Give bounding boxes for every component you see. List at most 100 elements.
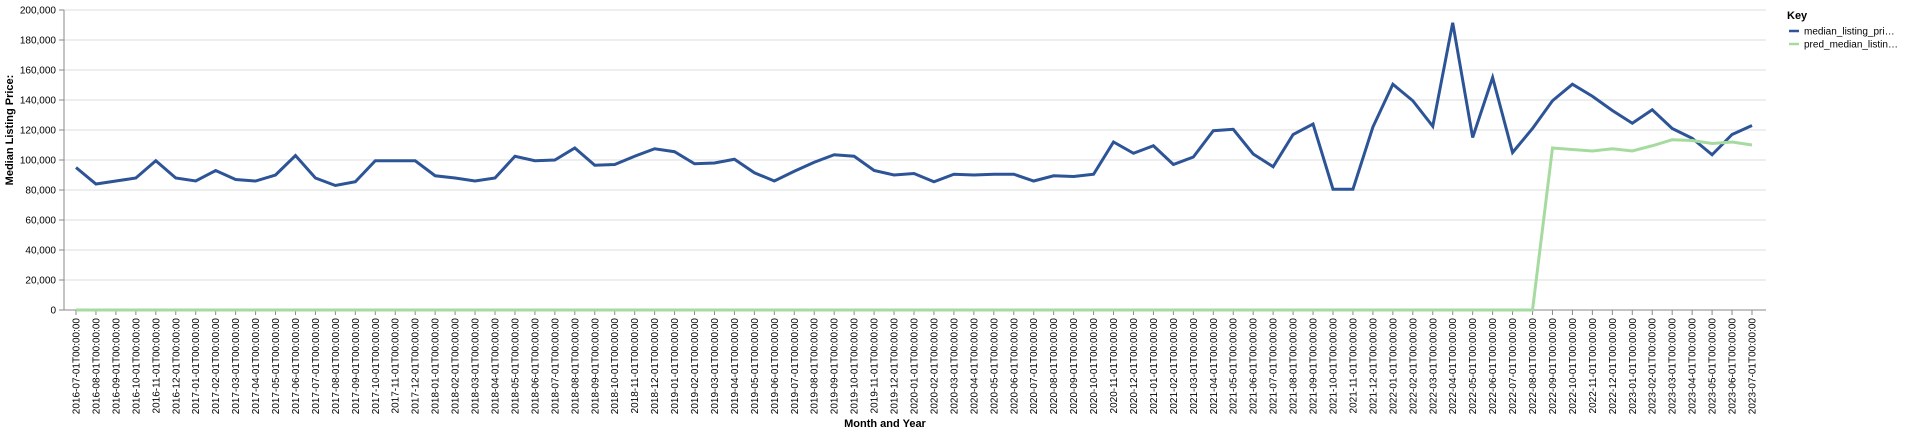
y-tick-label: 60,000 xyxy=(25,216,56,227)
x-tick-label: 2018-08-01T00:00:00 xyxy=(570,318,581,415)
x-tick-label: 2020-11-01T00:00:00 xyxy=(1109,318,1120,414)
x-tick-label: 2019-10-01T00:00:00 xyxy=(850,318,861,415)
legend-label: median_listing_pri… xyxy=(1804,27,1895,38)
y-axis-title: Median Listing Price: xyxy=(4,75,16,186)
x-tick-label: 2019-03-01T00:00:00 xyxy=(710,318,721,415)
x-tick-label: 2016-08-01T00:00:00 xyxy=(91,318,102,415)
x-tick-label: 2016-10-01T00:00:00 xyxy=(131,318,142,415)
y-tick-label: 120,000 xyxy=(20,126,57,137)
x-tick-label: 2020-08-01T00:00:00 xyxy=(1049,318,1060,415)
x-tick-label: 2017-03-01T00:00:00 xyxy=(231,318,242,415)
y-tick-label: 20,000 xyxy=(25,276,56,287)
x-tick-label: 2018-06-01T00:00:00 xyxy=(530,318,541,415)
x-tick-label: 2017-12-01T00:00:00 xyxy=(411,318,422,415)
x-tick-label: 2017-07-01T00:00:00 xyxy=(311,318,322,415)
x-tick-label: 2019-09-01T00:00:00 xyxy=(830,318,841,415)
x-tick-label: 2018-11-01T00:00:00 xyxy=(630,318,641,414)
x-tick-label: 2020-01-01T00:00:00 xyxy=(910,318,921,415)
x-tick-label: 2023-01-01T00:00:00 xyxy=(1628,318,1639,415)
x-tick-label: 2018-03-01T00:00:00 xyxy=(471,318,482,415)
y-tick-label: 100,000 xyxy=(20,156,57,167)
x-tick-label: 2018-05-01T00:00:00 xyxy=(510,318,521,415)
x-tick-label: 2023-06-01T00:00:00 xyxy=(1728,318,1739,415)
x-tick-label: 2017-11-01T00:00:00 xyxy=(391,318,402,414)
x-tick-label: 2018-07-01T00:00:00 xyxy=(550,318,561,415)
x-tick-label: 2020-04-01T00:00:00 xyxy=(969,318,980,415)
x-tick-label: 2022-07-01T00:00:00 xyxy=(1508,318,1519,415)
x-tick-label: 2020-06-01T00:00:00 xyxy=(1009,318,1020,415)
series-line xyxy=(75,22,1753,191)
x-tick-label: 2021-08-01T00:00:00 xyxy=(1289,318,1300,415)
x-tick-label: 2021-03-01T00:00:00 xyxy=(1189,318,1200,415)
legend-title: Key xyxy=(1787,10,1808,22)
x-tick-label: 2018-10-01T00:00:00 xyxy=(610,318,621,415)
x-tick-label: 2021-09-01T00:00:00 xyxy=(1309,318,1320,415)
x-tick-label: 2017-10-01T00:00:00 xyxy=(371,318,382,415)
y-tick-label: 140,000 xyxy=(20,96,57,107)
y-tick-label: 200,000 xyxy=(20,6,57,17)
x-tick-label: 2021-05-01T00:00:00 xyxy=(1229,318,1240,415)
x-tick-label: 2016-12-01T00:00:00 xyxy=(171,318,182,415)
x-tick-label: 2017-01-01T00:00:00 xyxy=(191,318,202,415)
x-tick-label: 2017-08-01T00:00:00 xyxy=(331,318,342,415)
y-tick-label: 0 xyxy=(50,306,56,317)
x-tick-label: 2022-11-01T00:00:00 xyxy=(1588,318,1599,414)
x-tick-label: 2021-10-01T00:00:00 xyxy=(1329,318,1340,415)
y-tick-label: 180,000 xyxy=(20,36,57,47)
x-tick-label: 2022-12-01T00:00:00 xyxy=(1608,318,1619,415)
x-tick-label: 2022-05-01T00:00:00 xyxy=(1468,318,1479,415)
x-tick-label: 2018-01-01T00:00:00 xyxy=(431,318,442,415)
x-tick-label: 2020-03-01T00:00:00 xyxy=(949,318,960,415)
x-tick-label: 2022-03-01T00:00:00 xyxy=(1428,318,1439,415)
x-tick-label: 2019-11-01T00:00:00 xyxy=(870,318,881,414)
y-tick-label: 160,000 xyxy=(20,66,57,77)
y-tick-label: 40,000 xyxy=(25,246,56,257)
x-tick-label: 2021-01-01T00:00:00 xyxy=(1149,318,1160,415)
x-tick-label: 2017-06-01T00:00:00 xyxy=(291,318,302,415)
x-tick-label: 2017-09-01T00:00:00 xyxy=(351,318,362,415)
x-tick-label: 2016-11-01T00:00:00 xyxy=(151,318,162,414)
x-tick-label: 2020-10-01T00:00:00 xyxy=(1089,318,1100,415)
x-tick-label: 2016-07-01T00:00:00 xyxy=(72,318,83,415)
x-tick-label: 2017-05-01T00:00:00 xyxy=(271,318,282,415)
x-tick-label: 2018-02-01T00:00:00 xyxy=(451,318,462,415)
x-axis-title: Month and Year xyxy=(844,418,926,430)
x-tick-label: 2022-06-01T00:00:00 xyxy=(1488,318,1499,415)
x-tick-label: 2022-10-01T00:00:00 xyxy=(1568,318,1579,415)
x-tick-label: 2023-07-01T00:00:00 xyxy=(1748,318,1759,415)
x-tick-label: 2023-02-01T00:00:00 xyxy=(1648,318,1659,415)
x-tick-label: 2019-06-01T00:00:00 xyxy=(770,318,781,415)
x-tick-label: 2021-07-01T00:00:00 xyxy=(1269,318,1280,415)
x-tick-label: 2020-05-01T00:00:00 xyxy=(989,318,1000,415)
x-tick-label: 2022-01-01T00:00:00 xyxy=(1388,318,1399,415)
x-tick-label: 2020-12-01T00:00:00 xyxy=(1129,318,1140,415)
x-tick-label: 2022-04-01T00:00:00 xyxy=(1448,318,1459,415)
x-tick-label: 2019-07-01T00:00:00 xyxy=(790,318,801,415)
y-tick-label: 80,000 xyxy=(25,186,56,197)
x-tick-label: 2021-06-01T00:00:00 xyxy=(1249,318,1260,415)
legend-label: pred_median_listin… xyxy=(1804,40,1898,51)
x-tick-label: 2017-02-01T00:00:00 xyxy=(211,318,222,415)
series-line xyxy=(76,138,1753,312)
x-tick-label: 2019-02-01T00:00:00 xyxy=(690,318,701,415)
x-tick-label: 2023-05-01T00:00:00 xyxy=(1708,318,1719,415)
x-tick-label: 2019-08-01T00:00:00 xyxy=(810,318,821,415)
x-tick-label: 2023-04-01T00:00:00 xyxy=(1688,318,1699,415)
x-tick-label: 2019-05-01T00:00:00 xyxy=(750,318,761,415)
x-tick-label: 2016-09-01T00:00:00 xyxy=(111,318,122,415)
x-tick-label: 2022-08-01T00:00:00 xyxy=(1528,318,1539,415)
x-tick-label: 2023-03-01T00:00:00 xyxy=(1668,318,1679,415)
x-tick-label: 2021-04-01T00:00:00 xyxy=(1209,318,1220,415)
x-tick-label: 2020-09-01T00:00:00 xyxy=(1069,318,1080,415)
x-tick-label: 2021-02-01T00:00:00 xyxy=(1169,318,1180,415)
x-tick-label: 2018-04-01T00:00:00 xyxy=(491,318,502,415)
x-tick-label: 2019-04-01T00:00:00 xyxy=(730,318,741,415)
x-tick-label: 2022-09-01T00:00:00 xyxy=(1548,318,1559,415)
x-tick-label: 2022-02-01T00:00:00 xyxy=(1408,318,1419,415)
x-tick-label: 2021-12-01T00:00:00 xyxy=(1368,318,1379,415)
x-tick-label: 2020-02-01T00:00:00 xyxy=(929,318,940,415)
x-tick-label: 2018-12-01T00:00:00 xyxy=(650,318,661,415)
x-tick-label: 2017-04-01T00:00:00 xyxy=(251,318,262,415)
x-tick-label: 2019-12-01T00:00:00 xyxy=(890,318,901,415)
